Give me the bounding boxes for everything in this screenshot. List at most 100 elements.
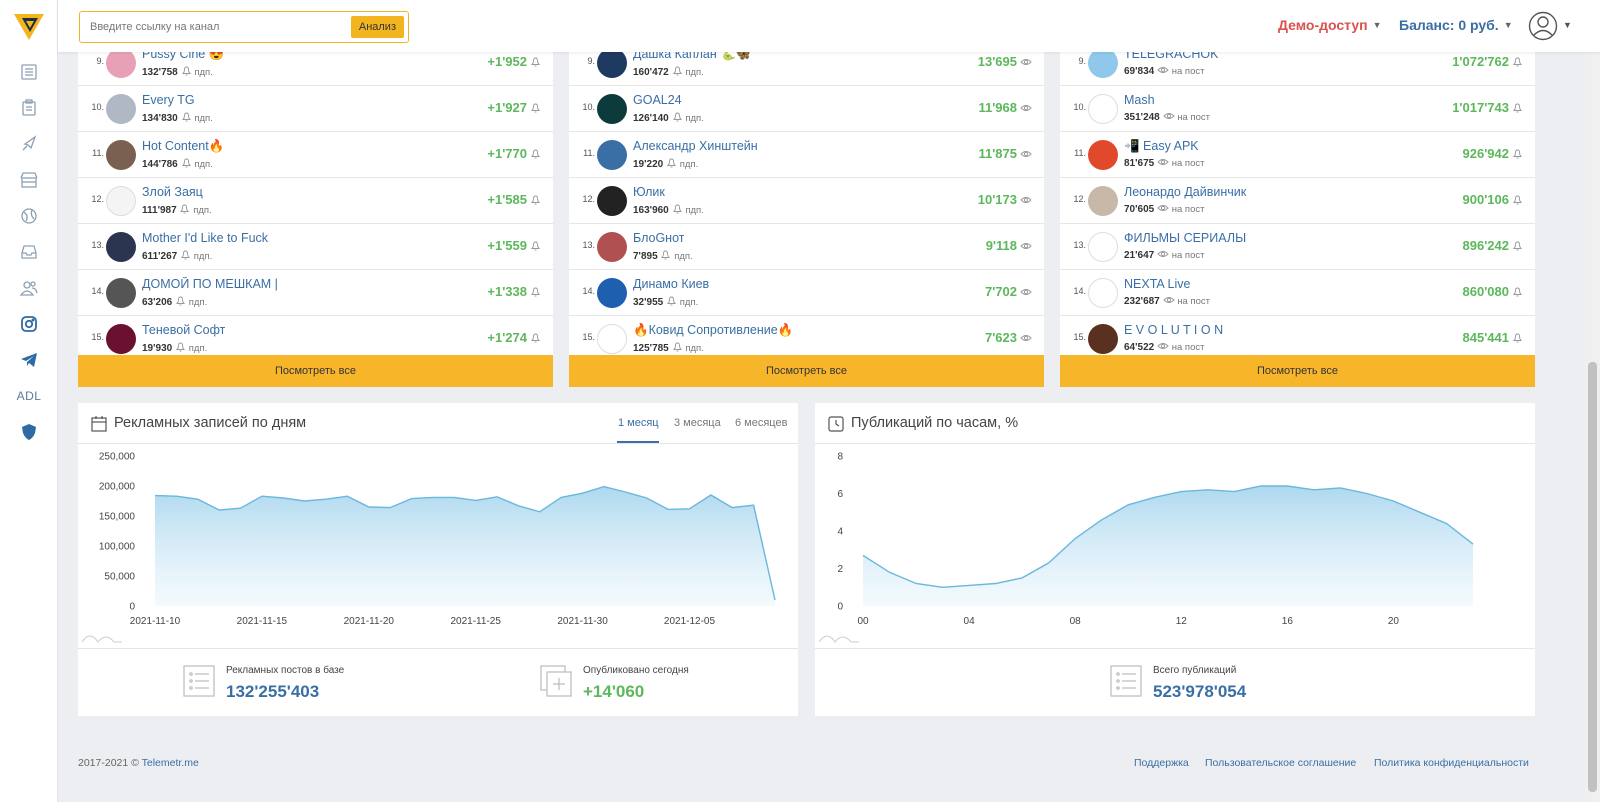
y-tick-label: 8 xyxy=(837,452,843,463)
scrollbar[interactable] xyxy=(1585,52,1600,802)
scroll-thumb[interactable] xyxy=(1588,362,1597,792)
list-item[interactable]: 14. NEXTA Live 232'687 на пост 860'080 xyxy=(1060,270,1535,316)
channel-name[interactable]: 🔥Ковид Сопротивление🔥 xyxy=(633,323,794,337)
ads-in-db-label: Рекламных постов в базе xyxy=(226,665,345,676)
list-item[interactable]: 13. Mother I'd Like to Fuck 611'267 пдп. +1… xyxy=(78,224,553,270)
logo-icon[interactable] xyxy=(12,12,46,42)
channel-name[interactable]: ДОМОЙ ПО МЕШКАМ | xyxy=(142,277,278,291)
balance-menu[interactable]: Баланс: 0 руб. ▼ xyxy=(1399,17,1513,33)
channel-avatar[interactable] xyxy=(1088,94,1118,124)
channel-avatar[interactable] xyxy=(1088,278,1118,308)
inbox-icon[interactable] xyxy=(17,240,41,264)
metric-value: +1'338 xyxy=(487,284,527,299)
see-all-button[interactable]: Посмотреть все xyxy=(78,355,553,387)
channel-avatar[interactable] xyxy=(1088,324,1118,354)
list-item[interactable]: 14. ДОМОЙ ПО МЕШКАМ | 63'206 пдп. +1'338 xyxy=(78,270,553,316)
channel-avatar[interactable] xyxy=(106,94,136,124)
channel-avatar[interactable] xyxy=(1088,186,1118,216)
channel-avatar[interactable] xyxy=(597,140,627,170)
subscriber-count: 232'687 xyxy=(1124,296,1160,307)
channel-avatar[interactable] xyxy=(1088,140,1118,170)
channel-name[interactable]: Mother I'd Like to Fuck xyxy=(142,231,269,245)
user-agreement-link[interactable]: Пользовательское соглашение xyxy=(1205,757,1357,769)
list-item[interactable]: 12. Юлик 163'960 пдп. 10'173 xyxy=(569,178,1044,224)
list-item[interactable]: 12. Леонардо Дайвинчик 70'605 на пост 900'1… xyxy=(1060,178,1535,224)
see-all-button[interactable]: Посмотреть все xyxy=(569,355,1044,387)
y-tick-label: 50,000 xyxy=(104,572,135,583)
site-link[interactable]: Telemetr.me xyxy=(141,757,199,769)
user-avatar-icon[interactable] xyxy=(1528,11,1558,41)
adl-link[interactable]: ADL xyxy=(16,389,42,403)
demo-access-menu[interactable]: Демо-доступ ▼ xyxy=(1278,17,1382,33)
channel-avatar[interactable] xyxy=(106,186,136,216)
channel-subscribers: 32'955 пдп. xyxy=(633,295,698,308)
bell-icon xyxy=(530,333,541,345)
bell-icon xyxy=(672,204,683,216)
channel-avatar[interactable] xyxy=(597,94,627,124)
channel-avatar[interactable] xyxy=(106,140,136,170)
channel-avatar[interactable] xyxy=(597,48,627,78)
shield-icon[interactable] xyxy=(17,420,41,444)
channel-avatar[interactable] xyxy=(106,278,136,308)
support-link[interactable]: Поддержка xyxy=(1134,757,1189,769)
chevron-down-icon[interactable]: ▼ xyxy=(1563,20,1572,30)
list-item[interactable]: 11. Александр Хинштейн 19'220 пдп. 11'875 xyxy=(569,132,1044,178)
footer-copyright: 2017-2021 © Telemetr.me xyxy=(78,757,199,769)
ads-per-day-chart: 0 50,000 100,000 150,000 200,000 250,000 2021-… xyxy=(81,452,776,643)
tab-6-months[interactable]: 6 месяцев xyxy=(735,417,788,429)
channel-name[interactable]: ФИЛЬМЫ СЕРИАЛЫ xyxy=(1124,231,1247,245)
pubs-per-hour-chart: 0 2 4 6 8 00 04 08 12 16 20 xyxy=(818,452,1474,643)
channel-name[interactable]: Every TG xyxy=(142,93,195,107)
rocket-icon[interactable] xyxy=(17,132,41,156)
subscriber-count: 160'472 xyxy=(633,67,669,78)
list-item[interactable]: 10. GOAL24 126'140 пдп. 11'968 xyxy=(569,86,1044,132)
instagram-icon[interactable] xyxy=(17,312,41,336)
list-icon[interactable] xyxy=(17,60,41,84)
list-item[interactable]: 14. Динамо Киев 32'955 пдп. 7'702 xyxy=(569,270,1044,316)
channel-avatar[interactable] xyxy=(106,324,136,354)
see-all-button[interactable]: Посмотреть все xyxy=(1060,355,1535,387)
users-icon[interactable] xyxy=(17,276,41,300)
channel-metric: 10'173 xyxy=(978,192,1032,207)
channel-name[interactable]: 📲 Easy APK xyxy=(1124,139,1199,153)
channel-name[interactable]: NEXTA Live xyxy=(1124,277,1191,291)
channel-avatar[interactable] xyxy=(1088,48,1118,78)
channel-name[interactable]: GOAL24 xyxy=(633,93,682,107)
channel-name[interactable]: Александр Хинштейн xyxy=(633,139,758,153)
channel-name[interactable]: Динамо Киев xyxy=(633,277,710,291)
clipboard-icon[interactable] xyxy=(17,96,41,120)
store-icon[interactable] xyxy=(17,168,41,192)
list-item[interactable]: 13. ФИЛЬМЫ СЕРИАЛЫ 21'647 на пост 896'242 xyxy=(1060,224,1535,270)
telegram-icon[interactable] xyxy=(17,348,41,372)
channel-name[interactable]: БлоGнот xyxy=(633,231,685,245)
channel-name[interactable]: E V O L U T I O N xyxy=(1124,323,1224,337)
list-item[interactable]: 10. Mash 351'248 на пост 1'017'743 xyxy=(1060,86,1535,132)
channel-avatar[interactable] xyxy=(1088,232,1118,262)
search-input[interactable] xyxy=(90,18,340,36)
list-item[interactable]: 10. Every TG 134'830 пдп. +1'927 xyxy=(78,86,553,132)
channel-subscribers: 144'786 пдп. xyxy=(142,157,213,170)
channel-avatar[interactable] xyxy=(597,324,627,354)
channel-avatar[interactable] xyxy=(597,232,627,262)
list-item[interactable]: 11. 📲 Easy APK 81'675 на пост 926'942 xyxy=(1060,132,1535,178)
list-item[interactable]: 13. БлоGнот 7'895 пдп. 9'118 xyxy=(569,224,1044,270)
channel-avatar[interactable] xyxy=(106,232,136,262)
channel-name[interactable]: Теневой Софт xyxy=(142,323,226,337)
channel-name[interactable]: Юлик xyxy=(633,185,665,199)
channel-avatar[interactable] xyxy=(597,278,627,308)
channel-name[interactable]: Mash xyxy=(1124,93,1155,107)
unit-label: пдп. xyxy=(685,67,704,78)
list-item[interactable]: 12. Злой Заяц 111'987 пдп. +1'585 xyxy=(78,178,553,224)
channel-name[interactable]: Леонардо Дайвинчик xyxy=(1124,185,1247,199)
channel-name[interactable]: Hot Content🔥 xyxy=(142,139,225,153)
globe-icon[interactable] xyxy=(17,204,41,228)
list-item[interactable]: 11. Hot Content🔥 144'786 пдп. +1'770 xyxy=(78,132,553,178)
tab-1-month[interactable]: 1 месяц xyxy=(618,417,659,429)
rank-number: 15. xyxy=(582,332,595,342)
analyze-button[interactable]: Анализ xyxy=(350,16,404,38)
tab-3-months[interactable]: 3 месяца xyxy=(674,417,721,429)
channel-avatar[interactable] xyxy=(597,186,627,216)
channel-avatar[interactable] xyxy=(106,48,136,78)
privacy-policy-link[interactable]: Политика конфиденциальности xyxy=(1374,757,1529,769)
channel-name[interactable]: Злой Заяц xyxy=(142,185,203,199)
